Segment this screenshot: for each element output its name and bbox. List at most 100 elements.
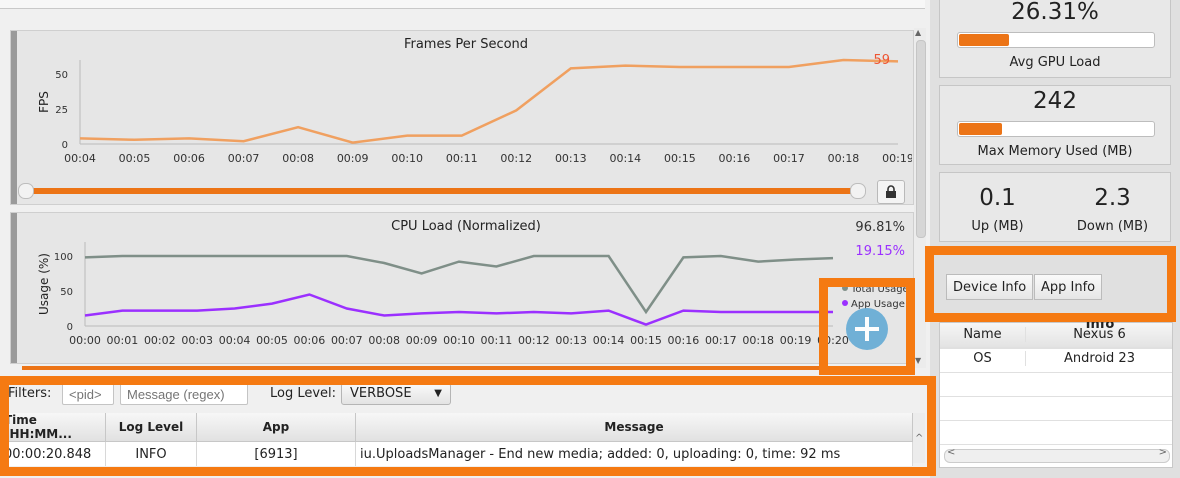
log-table: Time (HH:MM... Log Level App Message 00:…	[0, 413, 913, 466]
cpu-total-usage-line	[84, 254, 834, 315]
cpu-chart-panel	[10, 212, 914, 364]
fps-y-tick-label: 25	[55, 105, 68, 116]
column-header-message[interactable]: Message	[355, 413, 913, 442]
fps-x-tick-label: 00:10	[391, 152, 423, 165]
cpu-y-tick-label: 50	[60, 287, 73, 298]
vertical-scrollbar-thumb[interactable]	[916, 40, 926, 238]
cpu-x-tick-label: 00:06	[294, 334, 326, 347]
log-level-select[interactable]: VERBOSE ▼	[341, 383, 451, 405]
log-level-label: Log Level:	[270, 386, 337, 401]
gpu-progress-bar	[957, 32, 1155, 48]
cpu-x-tick-label: 00:14	[593, 334, 625, 347]
fps-x-tick-label: 00:14	[609, 152, 641, 165]
scroll-up-icon[interactable]: ▲	[915, 28, 922, 37]
cpu-x-tick-label: 00:11	[481, 334, 513, 347]
fps-chart: Frames Per Second FPS 0 25 50 00:04 00:05 00:06…	[37, 37, 912, 165]
legend-app-label: App Usage	[851, 299, 905, 310]
fps-x-tick-label: 00:19	[882, 152, 912, 165]
fps-x-tick-label: 00:09	[337, 152, 369, 165]
memory-progress-fill	[959, 123, 1002, 135]
monitor-pane: Frames Per Second FPS 0 25 50 00:04 00:05 00:06…	[0, 0, 926, 466]
column-header-log-level[interactable]: Log Level	[105, 413, 197, 442]
fps-y-tick-label: 0	[62, 140, 68, 151]
top-strip	[0, 0, 925, 9]
fps-current-value: 59	[873, 53, 890, 68]
table-row[interactable]: 00:00:20.848 INFO [6913] iu.UploadsManag…	[0, 441, 913, 466]
tab-device-info[interactable]: Device Info	[946, 274, 1034, 300]
add-button[interactable]	[846, 308, 888, 350]
down-label: Down (MB)	[1076, 219, 1149, 234]
fps-x-tick-label: 00:15	[664, 152, 696, 165]
cpu-x-tick-label: 00:07	[331, 334, 363, 347]
cpu-panel-drag-handle[interactable]	[11, 213, 17, 363]
cpu-app-value: 19.15%	[855, 244, 905, 259]
cpu-x-tick-label: 00:12	[518, 334, 550, 347]
scroll-down-icon[interactable]: ▼	[915, 356, 922, 365]
cpu-x-tick-label: 00:19	[780, 334, 812, 347]
cpu-x-tick-label: 00:04	[219, 334, 251, 347]
fps-x-tick-label: 00:13	[555, 152, 587, 165]
fps-x-tick-label: 00:04	[64, 152, 96, 165]
cpu-x-tick-label: 00:15	[630, 334, 662, 347]
fps-panel-drag-handle[interactable]	[11, 31, 17, 204]
cpu-x-tick-label: 00:13	[555, 334, 587, 347]
fps-range-start-handle[interactable]	[18, 183, 34, 199]
lock-icon	[886, 185, 896, 198]
table-row[interactable]: Name Nexus 6	[940, 324, 1172, 349]
lock-button[interactable]	[877, 180, 905, 204]
fps-x-tick-label: 00:16	[719, 152, 751, 165]
info-key-os: OS	[973, 351, 992, 366]
fps-x-tick-label: 00:17	[773, 152, 805, 165]
fps-x-tick-label: 00:12	[500, 152, 532, 165]
info-horizontal-scrollbar[interactable]: < >	[944, 447, 1170, 463]
cpu-x-tick-label: 00:08	[368, 334, 400, 347]
column-header-time[interactable]: Time (HH:MM...	[0, 413, 106, 442]
column-header-app[interactable]: App	[196, 413, 356, 442]
pid-filter-input[interactable]	[62, 383, 114, 405]
cpu-x-tick-label: 00:00	[69, 334, 101, 347]
cpu-x-tick-label: 00:05	[256, 334, 288, 347]
info-value-os: Android 23	[1025, 351, 1173, 366]
fps-range-end-handle[interactable]	[850, 183, 866, 199]
table-row	[940, 372, 1172, 397]
cpu-y-axis-label: Usage (%)	[37, 253, 51, 315]
fps-x-tick-label: 00:07	[228, 152, 260, 165]
message-filter-input[interactable]	[120, 383, 248, 405]
cpu-x-tick-label: 00:17	[705, 334, 737, 347]
cpu-range-track[interactable]	[22, 366, 902, 370]
fps-x-tick-label: 00:08	[282, 152, 314, 165]
filters-label: Filters:	[8, 386, 52, 401]
cpu-x-tick-label: 00:03	[181, 334, 213, 347]
cpu-x-tick-label: 00:09	[406, 334, 438, 347]
legend-highlight-box	[819, 278, 915, 375]
chevron-down-icon: ▼	[434, 388, 442, 399]
chevron-up-icon[interactable]: ^	[915, 433, 924, 444]
fps-y-tick-label: 50	[55, 70, 68, 81]
tabs-highlight-box	[925, 246, 1176, 322]
fps-x-tick-label: 00:06	[173, 152, 205, 165]
cpu-chart-title: CPU Load (Normalized)	[391, 219, 541, 234]
device-info-table: Info Name Nexus 6 OS Android 23 < >	[939, 317, 1173, 468]
down-value: 2.3	[1094, 185, 1131, 211]
info-table-header: Info	[940, 317, 1172, 348]
legend-total-label: Total Usage	[850, 284, 909, 295]
log-table-scrollbar[interactable]: ^	[913, 413, 925, 463]
plus-icon	[855, 317, 879, 341]
log-message-cell: iu.UploadsManager - End new media; added…	[355, 441, 913, 466]
tab-app-info[interactable]: App Info	[1034, 274, 1103, 300]
fps-chart-panel	[10, 30, 914, 205]
cpu-app-usage-line	[84, 293, 833, 326]
memory-progress-bar	[957, 121, 1155, 137]
chevron-right-icon[interactable]: >	[1158, 447, 1167, 458]
fps-x-tick-label: 00:18	[828, 152, 860, 165]
chevron-left-icon[interactable]: <	[947, 447, 956, 458]
info-key-name: Name	[963, 327, 1002, 342]
cpu-y-tick-label: 0	[67, 322, 73, 333]
gpu-label: Avg GPU Load	[1009, 55, 1101, 70]
table-row	[940, 396, 1172, 421]
cpu-x-tick-label: 00:10	[443, 334, 475, 347]
fps-x-tick-label: 00:11	[446, 152, 478, 165]
cpu-chart: CPU Load (Normalized) Usage (%) 0 50 100 00:0…	[37, 219, 909, 347]
fps-range-track[interactable]	[22, 188, 860, 194]
table-row[interactable]: OS Android 23	[940, 348, 1172, 373]
